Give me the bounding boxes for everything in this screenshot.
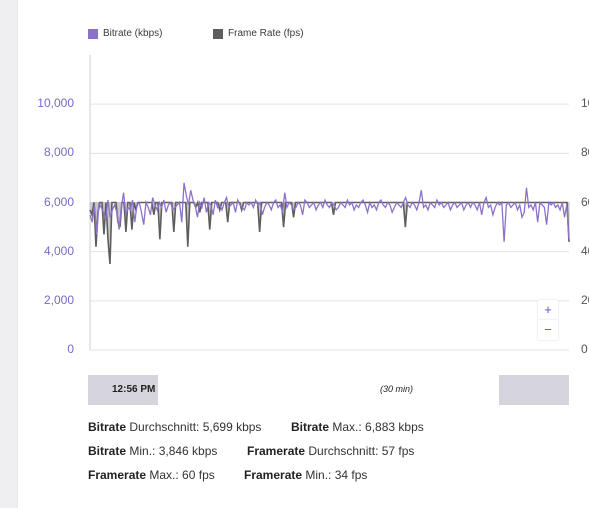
legend-label-framerate: Frame Rate (fps) — [228, 28, 304, 39]
series-framerate-line — [89, 199, 570, 265]
y-tick-right-0: 0 — [581, 342, 588, 356]
stat-bitrate-min: Bitrate Min.: 3,846 kbps — [88, 444, 218, 458]
stat-framerate-max: Framerate Max.: 60 fps — [88, 468, 215, 482]
y-tick-left-1: 2,000 — [43, 292, 74, 307]
y-tick-right-3: 60 — [581, 194, 589, 209]
y-tick-right-2: 40 — [581, 243, 589, 258]
y-tick-right-5: 100 — [581, 96, 589, 111]
time-navigator[interactable]: (30 min) 12:56 PM — [88, 375, 569, 405]
stat-bitrate-avg: Bitrate Durchschnitt: 5,699 kbps — [88, 420, 262, 434]
y-tick-left-5: 10,000 — [37, 96, 74, 111]
stat-bitrate-max: Bitrate Max.: 6,883 kbps — [291, 420, 424, 434]
legend-item-framerate[interactable]: Frame Rate (fps) — [213, 28, 304, 39]
y-tick-left-0: 0 — [67, 342, 74, 356]
y-tick-right-1: 20 — [581, 292, 589, 307]
chart-plot — [89, 55, 570, 351]
stat-framerate-avg: Framerate Durchschnitt: 57 fps — [247, 444, 415, 458]
legend-item-bitrate[interactable]: Bitrate (kbps) — [88, 28, 162, 39]
navigator-window[interactable]: (30 min) — [158, 375, 499, 405]
y-tick-right-4: 80 — [581, 145, 589, 160]
zoom-out-button[interactable]: − — [538, 320, 558, 340]
chart-card: Bitrate (kbps) Frame Rate (fps) 0 2,000 4,… — [18, 0, 589, 508]
legend-swatch-framerate — [213, 28, 223, 39]
y-tick-left-3: 6,000 — [43, 194, 74, 209]
y-tick-left-4: 8,000 — [43, 145, 74, 160]
y-tick-left-2: 4,000 — [43, 243, 74, 258]
legend-label-bitrate: Bitrate (kbps) — [103, 28, 163, 39]
navigator-range-label: (30 min) — [380, 384, 414, 394]
series-bitrate-line — [89, 182, 570, 242]
legend-swatch-bitrate — [88, 28, 98, 39]
zoom-in-button[interactable]: + — [538, 300, 558, 320]
navigator-start-time: 12:56 PM — [112, 384, 156, 395]
stat-framerate-min: Framerate Min.: 34 fps — [244, 468, 368, 482]
